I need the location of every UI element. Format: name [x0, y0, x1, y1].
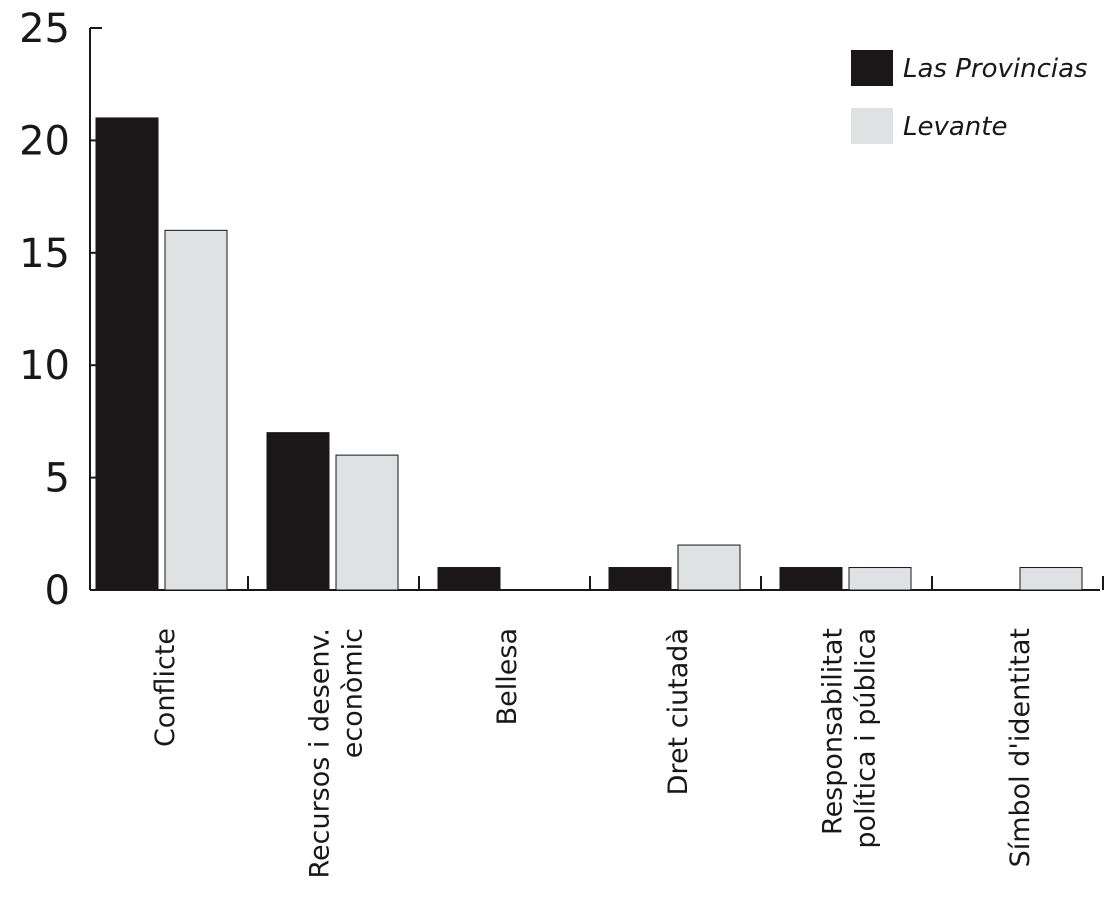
- y-tick-label: 10: [19, 343, 70, 389]
- x-category-label: Símbol d'identitat: [1005, 628, 1036, 867]
- bar-levante: [335, 454, 399, 591]
- y-tick-label: 15: [19, 231, 70, 277]
- bar-las-provincias: [95, 117, 159, 591]
- legend-label: Levante: [903, 112, 1007, 142]
- y-tick-label: 25: [19, 6, 70, 52]
- x-category-label: Responsabilitat: [818, 628, 849, 835]
- x-category-label: Recursos i desenv.: [305, 628, 336, 879]
- bar-las-provincias: [779, 567, 843, 591]
- bar-levante: [848, 567, 912, 591]
- legend-swatch: [851, 50, 893, 86]
- x-category-label: Dret ciutadà: [663, 628, 694, 795]
- bar-las-provincias: [608, 567, 672, 591]
- x-category-label: Bellesa: [492, 628, 523, 725]
- bars: [95, 117, 1083, 591]
- x-axis-labels: Conflicte Recursos i desenv. econòmic Belle…: [150, 628, 1036, 879]
- y-tick-label: 20: [19, 118, 70, 164]
- x-category-label: política i pública: [851, 628, 882, 849]
- x-category-label: Conflicte: [150, 628, 181, 747]
- axes: [89, 28, 1104, 591]
- bar-levante: [1019, 567, 1083, 591]
- bar-levante: [677, 544, 741, 591]
- x-category-label: econòmic: [338, 628, 369, 758]
- y-axis-ticks: 0 5 10 15 20 25: [19, 6, 102, 614]
- bar-las-provincias: [437, 567, 501, 591]
- y-tick-label: 5: [45, 456, 70, 502]
- bar-las-provincias: [266, 432, 330, 591]
- legend: Las Provincias Levante: [851, 50, 1088, 144]
- legend-label: Las Provincias: [903, 54, 1088, 84]
- bar-levante: [164, 229, 228, 591]
- y-tick-label: 0: [45, 568, 70, 614]
- legend-swatch: [851, 108, 893, 144]
